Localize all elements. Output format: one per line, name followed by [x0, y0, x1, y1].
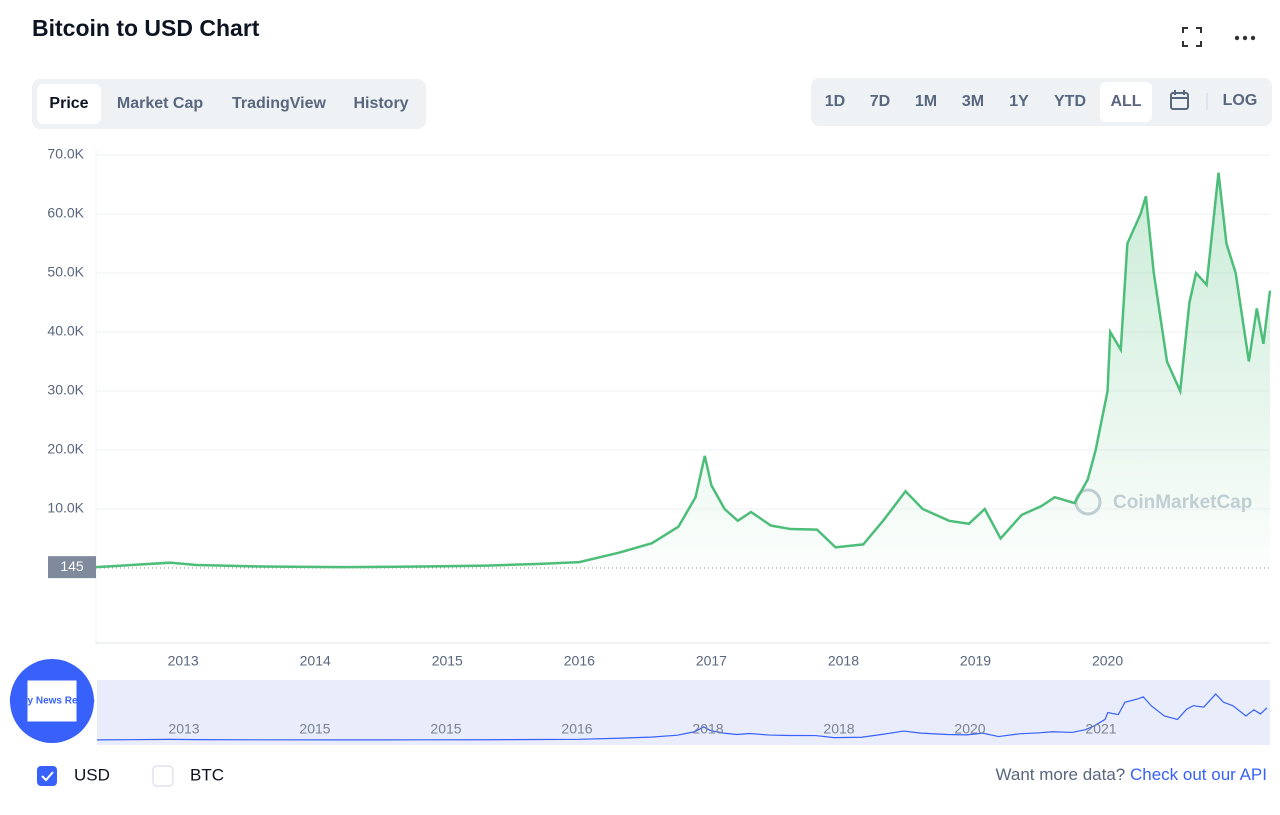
more-icon[interactable]: [1234, 35, 1256, 41]
tab[interactable]: Market Cap: [117, 95, 203, 112]
checkbox[interactable]: [152, 765, 174, 787]
fullscreen-icon[interactable]: [1182, 27, 1202, 47]
navigator-label: 2013: [168, 721, 199, 737]
x-tick-label: 2018: [828, 653, 859, 669]
check: [41, 771, 54, 782]
title: Bitcoin to USD Chart: [32, 15, 260, 41]
range-button[interactable]: 7D: [870, 93, 890, 110]
range-button[interactable]: YTD: [1054, 93, 1086, 110]
range-button[interactable]: 1M: [915, 93, 937, 110]
price-area: [96, 172, 1270, 568]
y-tick-label: 30.0K: [47, 382, 84, 398]
range-button[interactable]: 3M: [962, 93, 984, 110]
navigator-label: 2016: [561, 721, 592, 737]
navigator-label: 2018: [692, 721, 723, 737]
range-active: [1100, 82, 1152, 122]
tab[interactable]: Price: [49, 95, 88, 112]
navigator-label: 2018: [823, 721, 854, 737]
badge-card: [26, 679, 78, 723]
x-tick-label: 2014: [300, 653, 331, 669]
range-button[interactable]: ALL: [1110, 93, 1141, 110]
x-tick-label: 2020: [1092, 653, 1123, 669]
range-bar: [811, 78, 1272, 126]
y-tick-label: 20.0K: [47, 441, 84, 457]
y-tick-label: 60.0K: [47, 205, 84, 221]
navigator-line: [96, 693, 1268, 741]
price-line: [95, 172, 1272, 569]
tab-active: [37, 84, 101, 124]
calendar-icon[interactable]: [1170, 90, 1189, 110]
tab[interactable]: TradingView: [232, 95, 327, 112]
y-tick-label: 40.0K: [47, 323, 84, 339]
reference-label: 145: [60, 558, 84, 574]
y-tick-label: 50.0K: [47, 264, 84, 280]
checkbox-checked[interactable]: [37, 766, 57, 786]
footer: Want more data? Check out our API: [995, 765, 1267, 784]
x-tick-label: 2015: [432, 653, 463, 669]
x-tick-label: 2019: [960, 653, 991, 669]
badge-text: Daily News Recap: [9, 696, 95, 707]
tab[interactable]: History: [353, 95, 408, 112]
reference-box: [48, 556, 96, 579]
footer-prompt: Want more data?: [995, 765, 1130, 784]
tab-bar: [32, 79, 426, 129]
navigator-label: 2015: [299, 721, 330, 737]
x-tick-label: 2017: [696, 653, 727, 669]
y-tick-label: 70.0K: [47, 146, 84, 162]
currency-option[interactable]: BTC: [190, 765, 224, 784]
navigator-label: 2020: [954, 721, 985, 737]
x-tick-label: 2013: [168, 653, 199, 669]
y-tick-label: 10.0K: [47, 500, 84, 516]
log-button[interactable]: LOG: [1223, 92, 1258, 109]
x-tick-label: 2016: [564, 653, 595, 669]
legend-entry[interactable]: USD: [74, 765, 110, 784]
api-link[interactable]: Check out our API: [1130, 765, 1267, 784]
range-button[interactable]: 1Y: [1009, 93, 1029, 110]
range-button[interactable]: 1D: [825, 93, 845, 110]
navigator-label: 2021: [1085, 721, 1116, 737]
navigator-label: 2015: [430, 721, 461, 737]
